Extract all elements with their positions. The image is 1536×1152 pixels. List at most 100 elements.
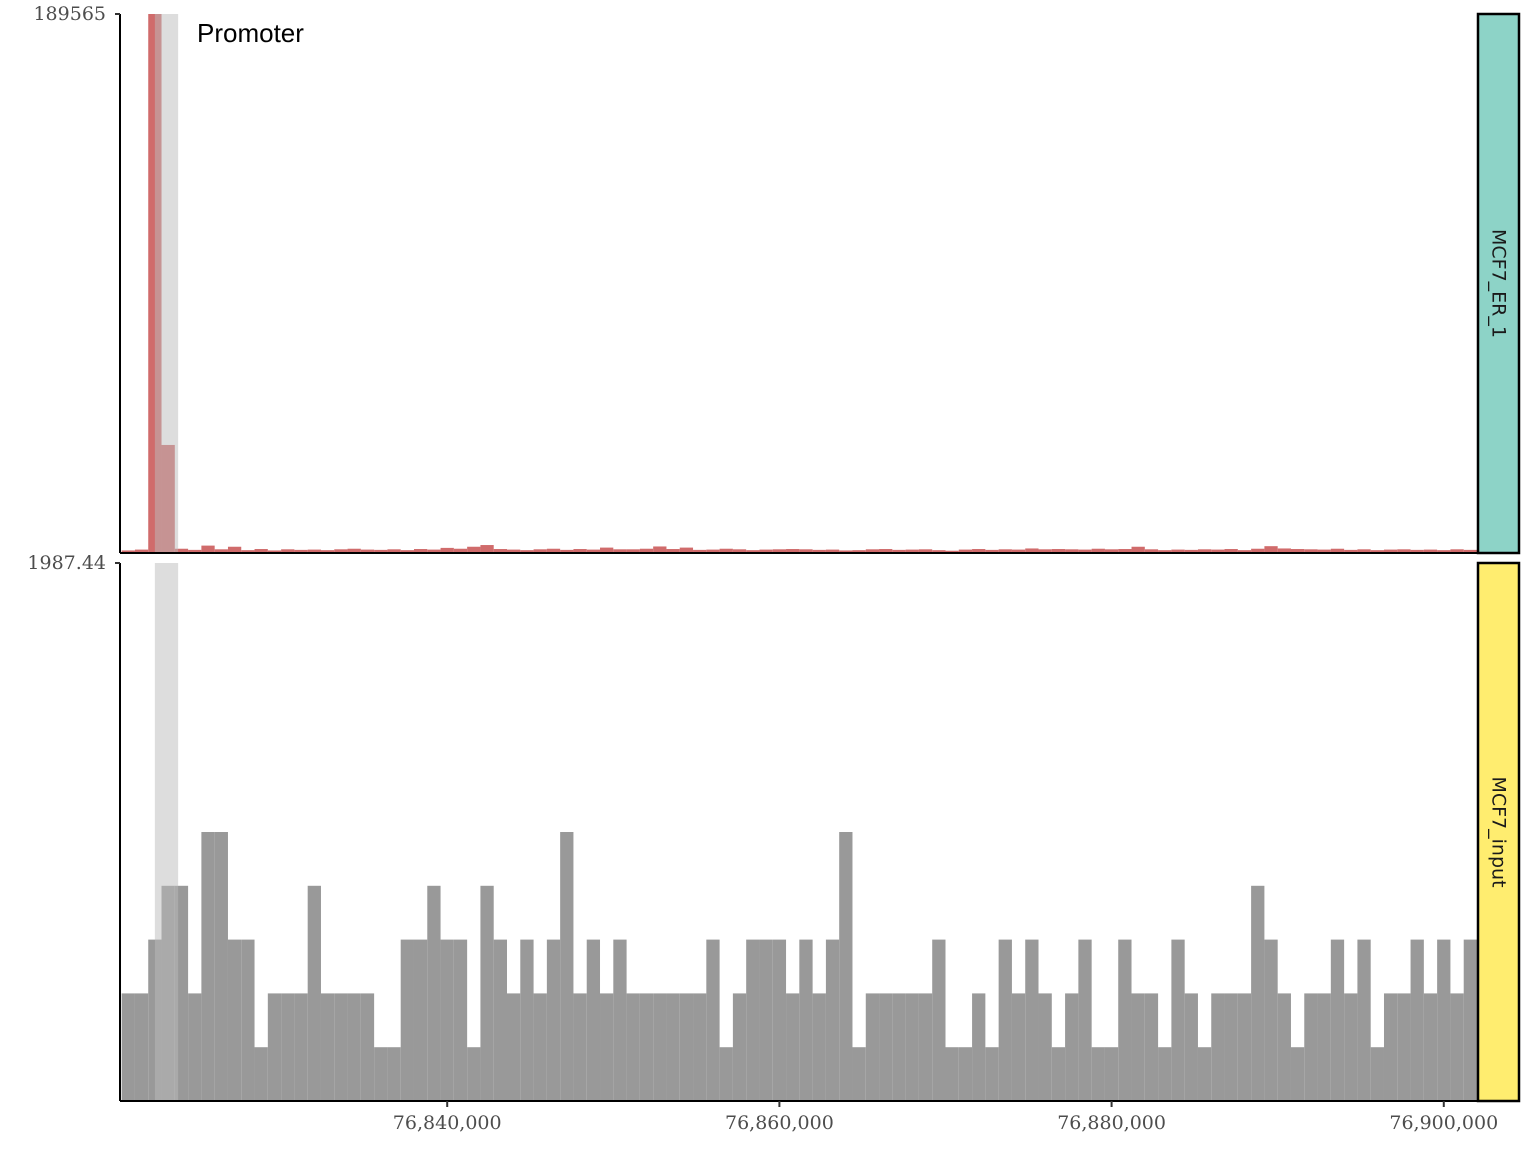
bar [985, 1047, 999, 1101]
bar [334, 993, 348, 1101]
bar [1184, 549, 1198, 553]
bar [613, 549, 627, 553]
bar [374, 1047, 388, 1101]
bar [1211, 993, 1225, 1101]
bar [613, 939, 627, 1101]
bar [533, 549, 547, 553]
bar [214, 832, 228, 1101]
bar [1197, 1047, 1212, 1101]
bar [759, 549, 773, 553]
bar [267, 993, 282, 1101]
bar [1078, 549, 1092, 553]
bar [453, 939, 468, 1101]
bar [932, 550, 946, 553]
bar [294, 549, 308, 553]
bar [201, 545, 215, 553]
bar [546, 548, 561, 553]
bar [626, 549, 640, 553]
bar [892, 993, 906, 1101]
bar [1251, 548, 1265, 553]
bar [360, 549, 375, 553]
bar [440, 547, 454, 553]
bar [719, 548, 733, 553]
bar [320, 993, 335, 1101]
bar [241, 939, 255, 1101]
bar [1038, 993, 1052, 1101]
bar [1251, 885, 1265, 1101]
bar [759, 939, 773, 1101]
bar [1197, 549, 1212, 553]
bar [1437, 550, 1451, 553]
bar [706, 939, 720, 1101]
strip-label: MCF7_input [1488, 776, 1510, 887]
bar [427, 549, 441, 553]
bar [1370, 550, 1384, 553]
bar [1237, 993, 1252, 1101]
bar [1383, 549, 1398, 553]
bar [1038, 549, 1052, 553]
bar [786, 993, 800, 1101]
bar [1304, 993, 1318, 1101]
bar [799, 939, 813, 1101]
bar [520, 939, 534, 1101]
bar [241, 550, 255, 553]
bar [1410, 939, 1424, 1101]
bar [387, 1047, 401, 1101]
bar [1344, 993, 1358, 1101]
bar [1290, 1047, 1305, 1101]
bar [892, 549, 906, 553]
bar [1131, 546, 1145, 553]
bar [1330, 548, 1345, 553]
bar [905, 993, 919, 1101]
x-tick-label: 76,900,000 [1389, 1112, 1498, 1134]
bar [227, 939, 242, 1101]
bar [1078, 939, 1092, 1101]
bar [480, 545, 494, 553]
strip-label: MCF7_ER_1 [1488, 229, 1510, 338]
bar [121, 550, 135, 553]
bar [1383, 993, 1398, 1101]
bar [972, 993, 986, 1101]
y-tick-label: 1987.44 [27, 552, 106, 574]
bar [546, 939, 561, 1101]
bar [918, 549, 933, 553]
bar [1104, 1047, 1119, 1101]
bar [879, 549, 893, 553]
bar [1317, 993, 1331, 1101]
bar [493, 549, 508, 553]
bar [945, 1047, 959, 1101]
bar [1397, 549, 1411, 553]
bar [1158, 550, 1172, 553]
bar [374, 549, 388, 553]
bar [732, 549, 747, 553]
bar [600, 547, 614, 553]
bar [400, 550, 414, 553]
bar [706, 549, 720, 553]
bar [573, 993, 587, 1101]
bar [387, 549, 401, 553]
x-tick-label: 76,880,000 [1057, 1112, 1166, 1134]
bar [653, 546, 667, 553]
bar [985, 549, 999, 553]
x-tick-label: 76,840,000 [393, 1112, 502, 1134]
y-tick-label: 189565 [33, 3, 106, 25]
bar [1237, 550, 1252, 553]
bar [1423, 993, 1438, 1101]
x-tick-label: 76,860,000 [725, 1112, 834, 1134]
bar [1051, 1047, 1066, 1101]
bar [1025, 548, 1039, 553]
bar [1171, 549, 1185, 553]
bar [188, 993, 202, 1101]
bar [772, 549, 787, 553]
bar [281, 549, 295, 553]
bar [958, 1047, 973, 1101]
bar [227, 546, 242, 553]
bar [865, 993, 880, 1101]
bar [653, 993, 667, 1101]
bar [812, 549, 826, 553]
bar [1184, 993, 1198, 1101]
bar [1158, 1047, 1172, 1101]
bar [772, 939, 787, 1101]
bar [427, 885, 441, 1101]
bar [812, 993, 826, 1101]
